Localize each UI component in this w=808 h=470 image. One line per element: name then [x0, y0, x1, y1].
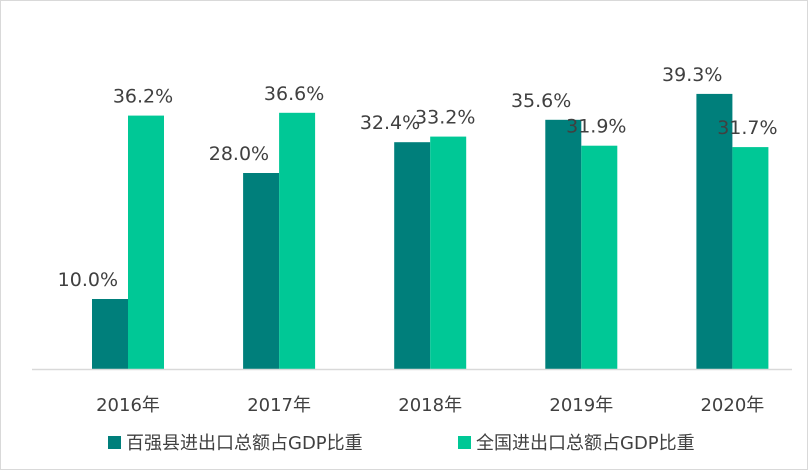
legend-label-county: 百强县进出口总额占GDP比重	[126, 433, 363, 454]
bar-national-5	[732, 147, 769, 369]
value-label-national-5: 31.7%	[717, 117, 777, 139]
bar-national-2	[279, 112, 316, 370]
x-tick-label-3: 2018年	[398, 395, 462, 416]
x-tick-label-2: 2017年	[247, 395, 311, 416]
value-label-national-4: 31.9%	[566, 116, 626, 138]
value-label-national-3: 33.2%	[415, 107, 475, 129]
bars-group	[92, 93, 769, 370]
value-label-county-4: 35.6%	[511, 90, 571, 112]
value-label-county-1: 10.0%	[58, 269, 118, 291]
bar-county-3	[394, 142, 431, 369]
x-tick-label-5: 2020年	[700, 395, 764, 416]
legend: 百强县进出口总额占GDP比重 全国进出口总额占GDP比重	[108, 433, 695, 454]
legend-swatch-county	[108, 436, 121, 449]
bar-county-1	[92, 299, 128, 369]
value-label-county-5: 39.3%	[662, 64, 722, 86]
bar-national-3	[430, 136, 467, 369]
bar-county-5	[696, 93, 733, 370]
bar-national-1	[128, 115, 164, 369]
legend-label-national: 全国进出口总额占GDP比重	[476, 433, 695, 454]
legend-swatch-national	[458, 436, 471, 449]
bar-county-2	[243, 173, 280, 369]
bar-county-4	[545, 119, 582, 369]
bar-national-4	[581, 145, 618, 369]
x-tick-label-4: 2019年	[549, 395, 613, 416]
value-label-county-2: 28.0%	[209, 143, 269, 165]
value-label-national-1: 36.2%	[113, 86, 173, 108]
value-labels-group: 10.0% 36.2% 28.0% 36.6% 32.4%33.2% 35.6% 31.9%…	[58, 64, 778, 291]
x-tick-label-1: 2016年	[96, 395, 160, 416]
x-tick-labels-group: 2016年 2017年 2018年 2019年 2020年	[96, 395, 764, 416]
value-label-county-3: 32.4%	[360, 112, 420, 134]
value-label-national-2: 36.6%	[264, 83, 324, 105]
